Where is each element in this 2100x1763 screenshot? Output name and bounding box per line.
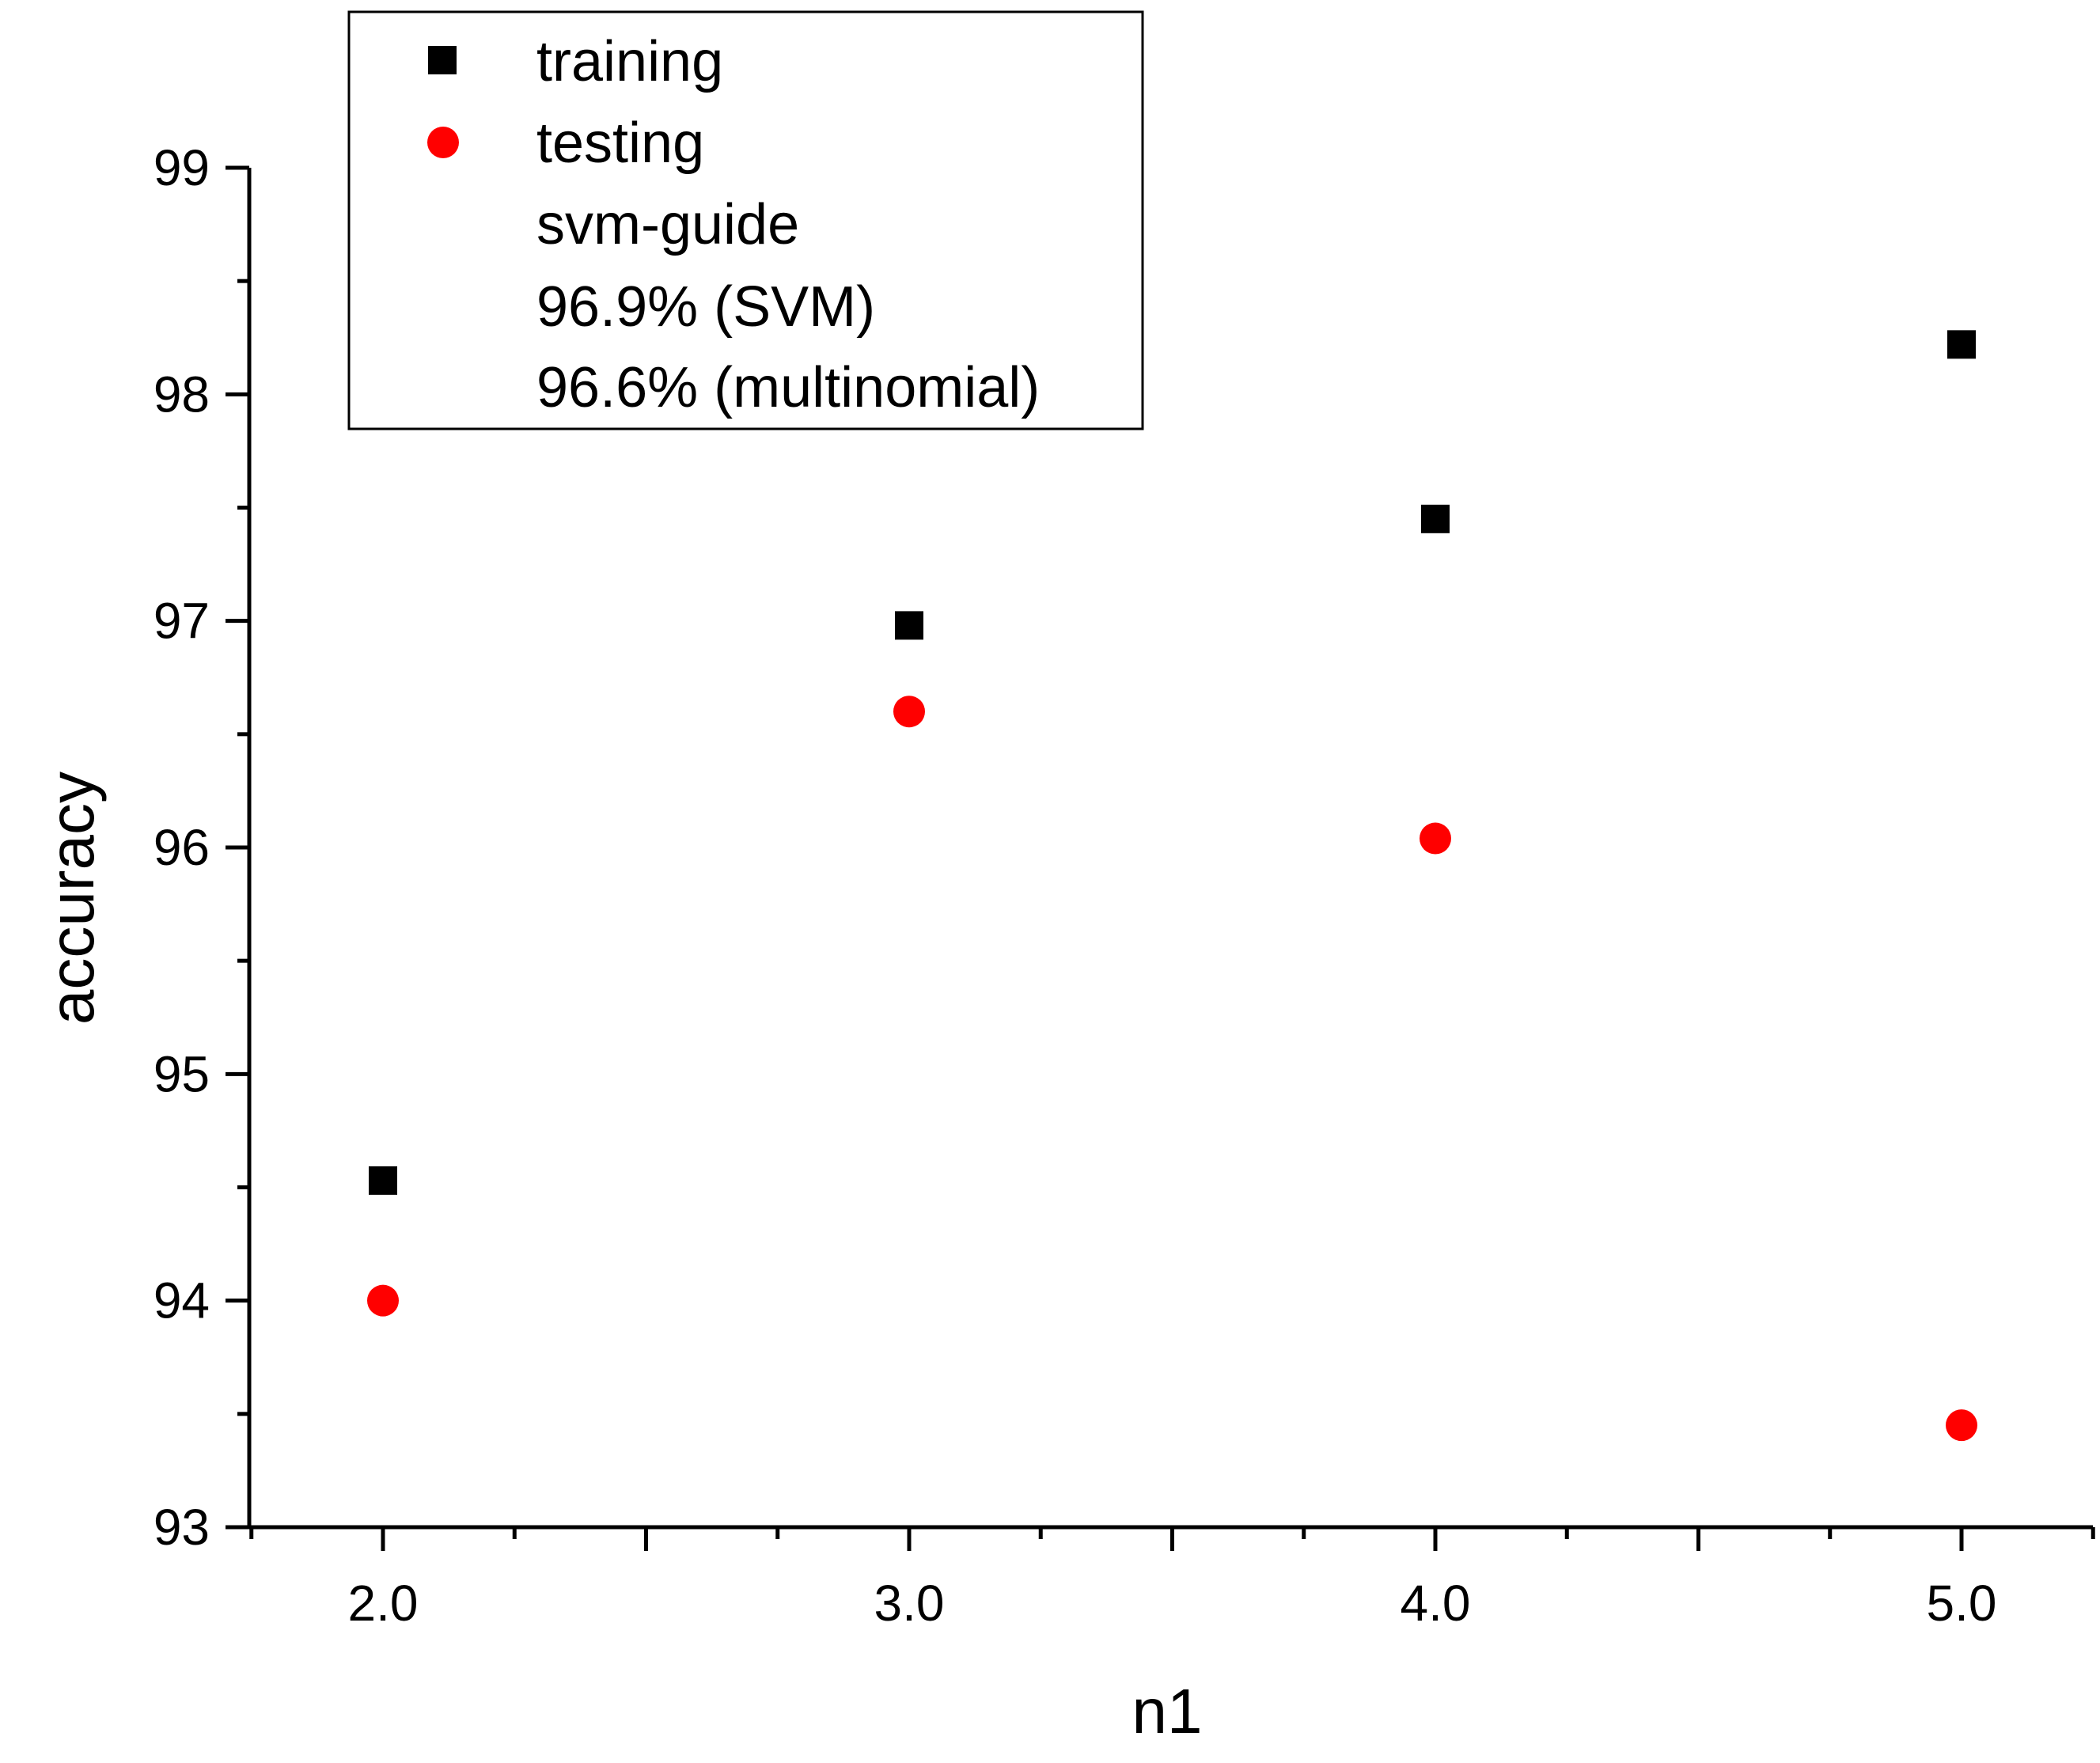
legend-testing-marker [427, 127, 459, 158]
x-axis-title: n1 [1132, 1676, 1203, 1746]
data-markers [367, 330, 1977, 1442]
x-tick-label: 5.0 [1927, 1575, 1997, 1632]
x-tick-label: 4.0 [1401, 1575, 1471, 1632]
x-tick-label: 3.0 [874, 1575, 945, 1632]
legend-training-label: training [536, 30, 723, 93]
y-tick-label: 98 [154, 366, 210, 423]
training-point [895, 611, 923, 640]
training-point [1421, 504, 1450, 533]
ticks [226, 165, 2095, 1551]
y-tick-label: 94 [154, 1272, 210, 1329]
legend-note-svm: 96.9% (SVM) [536, 275, 875, 339]
y-tick-label: 93 [154, 1499, 210, 1556]
y-tick-label: 96 [154, 819, 210, 876]
y-axis-title: accuracy [36, 772, 107, 1025]
training-point [369, 1166, 397, 1195]
tick-labels: 93 94 95 96 97 98 99 2.0 3.0 4.0 5.0 [154, 139, 1997, 1632]
training-point [1947, 330, 1976, 359]
x-tick-label: 2.0 [348, 1575, 419, 1632]
legend: training testing svm-guide 96.9% (SVM) 9… [347, 10, 1144, 430]
testing-point [367, 1284, 399, 1317]
y-tick-label: 95 [154, 1045, 210, 1102]
legend-box [347, 10, 1144, 430]
testing-point [1946, 1409, 1977, 1442]
legend-note-dataset: svm-guide [536, 193, 799, 256]
legend-testing-label: testing [536, 112, 704, 175]
y-tick-label: 99 [154, 139, 210, 196]
legend-note-multinomial: 96.6% (multinomial) [536, 356, 1040, 419]
testing-point [893, 696, 925, 728]
y-tick-label: 97 [154, 593, 210, 650]
legend-training-marker [428, 46, 457, 74]
testing-point [1420, 822, 1451, 855]
